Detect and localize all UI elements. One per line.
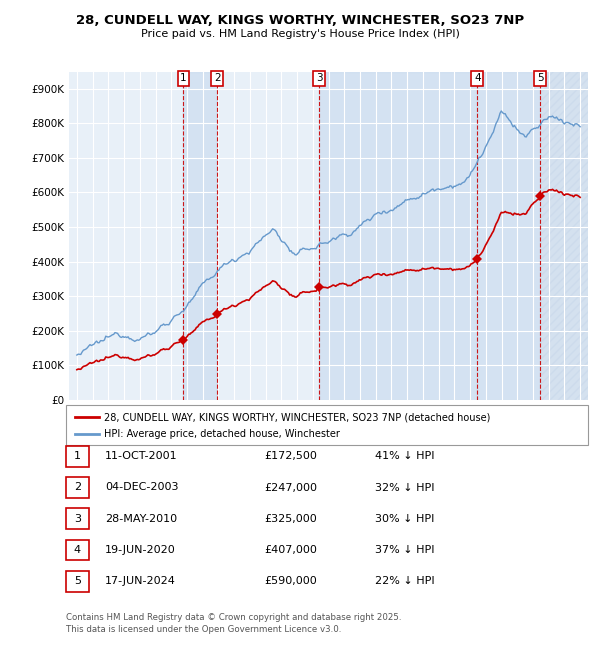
Bar bbox=[319, 72, 477, 400]
Text: 28, CUNDELL WAY, KINGS WORTHY, WINCHESTER, SO23 7NP: 28, CUNDELL WAY, KINGS WORTHY, WINCHESTE… bbox=[76, 14, 524, 27]
Bar bbox=[477, 72, 540, 400]
Text: 1: 1 bbox=[74, 451, 81, 462]
Text: 4: 4 bbox=[74, 545, 81, 555]
Text: £590,000: £590,000 bbox=[264, 576, 317, 586]
Text: 2: 2 bbox=[74, 482, 81, 493]
Text: 41% ↓ HPI: 41% ↓ HPI bbox=[375, 451, 434, 462]
Text: 3: 3 bbox=[74, 514, 81, 524]
Text: 1: 1 bbox=[180, 73, 187, 83]
Text: 4: 4 bbox=[474, 73, 481, 83]
Text: 28, CUNDELL WAY, KINGS WORTHY, WINCHESTER, SO23 7NP (detached house): 28, CUNDELL WAY, KINGS WORTHY, WINCHESTE… bbox=[104, 412, 490, 422]
Text: £325,000: £325,000 bbox=[264, 514, 317, 524]
Text: 32% ↓ HPI: 32% ↓ HPI bbox=[375, 482, 434, 493]
Text: Contains HM Land Registry data © Crown copyright and database right 2025.
This d: Contains HM Land Registry data © Crown c… bbox=[66, 613, 401, 634]
Text: 3: 3 bbox=[316, 73, 322, 83]
Bar bbox=[184, 72, 217, 400]
Text: £407,000: £407,000 bbox=[264, 545, 317, 555]
Text: 22% ↓ HPI: 22% ↓ HPI bbox=[375, 576, 434, 586]
Text: 04-DEC-2003: 04-DEC-2003 bbox=[105, 482, 179, 493]
Text: 30% ↓ HPI: 30% ↓ HPI bbox=[375, 514, 434, 524]
Text: £172,500: £172,500 bbox=[264, 451, 317, 462]
Text: HPI: Average price, detached house, Winchester: HPI: Average price, detached house, Winc… bbox=[104, 429, 340, 439]
Text: 2: 2 bbox=[214, 73, 220, 83]
Text: 17-JUN-2024: 17-JUN-2024 bbox=[105, 576, 176, 586]
Text: 28-MAY-2010: 28-MAY-2010 bbox=[105, 514, 177, 524]
Text: £247,000: £247,000 bbox=[264, 482, 317, 493]
Text: 11-OCT-2001: 11-OCT-2001 bbox=[105, 451, 178, 462]
Text: 5: 5 bbox=[537, 73, 544, 83]
Text: 37% ↓ HPI: 37% ↓ HPI bbox=[375, 545, 434, 555]
Bar bbox=[540, 72, 588, 400]
Text: Price paid vs. HM Land Registry's House Price Index (HPI): Price paid vs. HM Land Registry's House … bbox=[140, 29, 460, 39]
Text: 19-JUN-2020: 19-JUN-2020 bbox=[105, 545, 176, 555]
Text: 5: 5 bbox=[74, 576, 81, 586]
